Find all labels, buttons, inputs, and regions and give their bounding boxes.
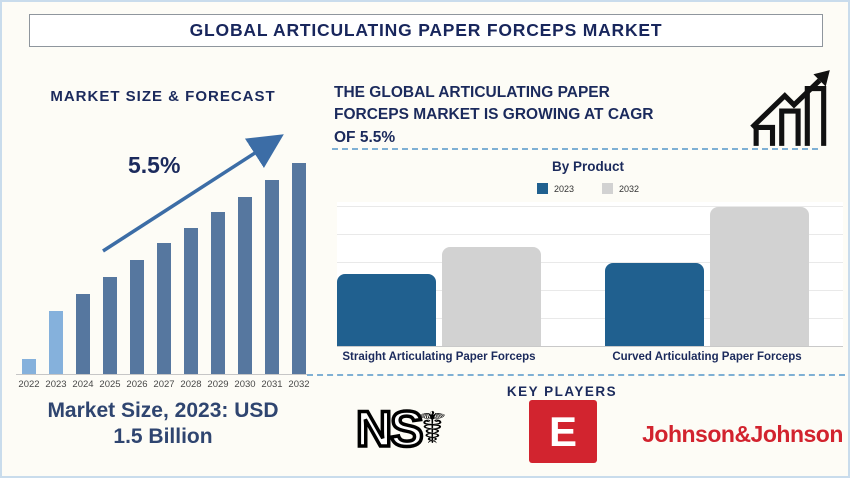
forecast-bar-2031	[259, 162, 285, 374]
forecast-year-label: 2030	[234, 379, 256, 390]
logo-ns-text: NS	[354, 399, 425, 459]
logo-ns: NS ☤	[354, 399, 447, 459]
cagr-note-line2: FORCEPS MARKET IS GROWING AT CAGR	[334, 106, 654, 124]
forecast-bar-2023	[43, 162, 69, 374]
bar	[130, 260, 144, 374]
product-plot	[337, 202, 843, 347]
forecast-year-label: 2026	[126, 379, 148, 390]
forecast-section-title: MARKET SIZE & FORECAST	[50, 88, 276, 105]
bar	[211, 211, 225, 374]
forecast-year-label: 2031	[261, 379, 283, 390]
legend-label: 2032	[619, 183, 640, 194]
forecast-year-label: 2027	[153, 379, 175, 390]
dashed-divider-top	[332, 148, 818, 150]
forecast-bar-2024	[70, 162, 96, 374]
cagr-annotation: 5.5%	[128, 152, 181, 178]
legend-swatch	[602, 183, 613, 194]
title-banner: GLOBAL ARTICULATING PAPER FORCEPS MARKET	[29, 14, 823, 47]
forecast-bar-2022	[16, 162, 42, 374]
market-size-caption-line2: 1.5 Billion	[113, 425, 213, 449]
forecast-bar-2026	[124, 162, 150, 374]
forecast-year-label: 2022	[18, 379, 40, 390]
legend-item-2032: 2032	[602, 183, 639, 194]
product-category-label: Straight Articulating Paper Forceps	[342, 351, 536, 363]
forecast-year-label: 2028	[180, 379, 202, 390]
legend-swatch	[536, 183, 548, 194]
product-bar-2032	[710, 207, 809, 346]
legend-label: 2023	[553, 183, 574, 194]
gridline	[337, 234, 843, 235]
bar	[184, 228, 198, 374]
bar	[238, 196, 252, 374]
product-bar-2032	[442, 247, 541, 346]
product-legend: 2023 2032	[332, 183, 844, 194]
product-bar-2023	[605, 262, 704, 346]
cagr-note-line1: THE GLOBAL ARTICULATING PAPER	[334, 84, 610, 101]
forecast-year-label: 2032	[288, 379, 310, 390]
forecast-year-label: 2029	[207, 379, 229, 390]
forecast-bar-2030	[232, 162, 258, 374]
gridline	[337, 318, 843, 319]
market-size-caption: Market Size, 2023: USD 1.5 Billion	[12, 398, 314, 451]
forecast-bar-2032	[286, 162, 312, 374]
page-title: GLOBAL ARTICULATING PAPER FORCEPS MARKET	[189, 20, 663, 40]
legend-item-2023: 2023	[536, 183, 574, 194]
forecast-year-label: 2024	[72, 379, 94, 390]
gridline	[337, 206, 843, 207]
logo-e-letter: E	[548, 407, 577, 455]
logo-e: E	[529, 400, 597, 463]
forecast-year-labels: 2022 2023 2024 2025 2026 2027 2028 2029 2030 2031…	[16, 379, 312, 390]
bar	[292, 163, 306, 374]
product-labels: Straight Articulating Paper Forceps Curve…	[337, 351, 843, 367]
bar	[157, 243, 171, 374]
growth-trend-arrow	[102, 134, 284, 253]
forecast-bar-2027	[151, 162, 177, 374]
forecast-bars	[16, 162, 312, 375]
bar	[76, 293, 90, 374]
product-bar-2023	[337, 273, 436, 346]
bar	[22, 359, 36, 374]
bar	[265, 179, 279, 374]
cagr-note: THE GLOBAL ARTICULATING PAPER FORCEPS MA…	[334, 82, 754, 149]
forecast-bar-2029	[205, 162, 231, 374]
growth-chart-icon	[750, 70, 830, 146]
product-category-label: Curved Articulating Paper Forceps	[612, 351, 802, 363]
logo-johnson-and-johnson: Johnson&Johnson	[642, 421, 843, 447]
forecast-year-label: 2025	[99, 379, 121, 390]
forecast-year-label: 2023	[45, 379, 67, 390]
dashed-divider-bottom	[307, 374, 845, 376]
by-product-title: By Product	[551, 159, 624, 174]
gridline	[337, 262, 843, 263]
key-players-title: KEY PLAYERS	[506, 384, 618, 399]
forecast-bar-2025	[97, 162, 123, 374]
cagr-note-line3: OF 5.5%	[334, 128, 396, 146]
market-size-caption-line1: Market Size, 2023: USD	[47, 399, 279, 422]
caduceus-icon: ☤	[417, 403, 447, 454]
bar	[103, 276, 117, 374]
bar	[49, 310, 63, 374]
forecast-bar-2028	[178, 162, 204, 374]
gridline	[337, 290, 843, 291]
